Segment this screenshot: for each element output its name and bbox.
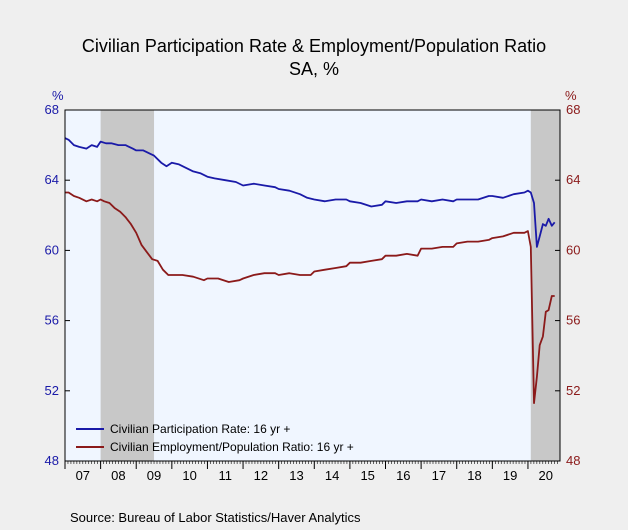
chart-subtitle: SA, % (289, 59, 339, 79)
left-tick-label: 68 (45, 102, 59, 117)
left-tick-label: 48 (45, 453, 59, 468)
legend: Civilian Participation Rate: 16 yr + Civ… (76, 422, 354, 454)
x-year-label: 12 (254, 468, 268, 483)
plot-frame (64, 109, 561, 462)
right-tick-label: 60 (566, 242, 580, 257)
x-year-label: 10 (182, 468, 196, 483)
x-year-label: 13 (289, 468, 303, 483)
left-tick-label: 52 (45, 383, 59, 398)
right-tick-label: 68 (566, 102, 580, 117)
x-year-label: 08 (111, 468, 125, 483)
left-tick-label: 64 (45, 172, 59, 187)
right-axis-unit: % (565, 88, 577, 103)
left-axis-unit: % (52, 88, 64, 103)
source-note: Source: Bureau of Labor Statistics/Haver… (70, 510, 361, 525)
series-lines (64, 137, 556, 405)
series-line-1 (65, 191, 555, 405)
right-tick-label: 56 (566, 313, 580, 328)
x-year-label: 18 (467, 468, 481, 483)
x-year-label: 09 (147, 468, 161, 483)
x-year-label: 15 (360, 468, 374, 483)
recession-bands (100, 110, 560, 461)
x-year-label: 17 (432, 468, 446, 483)
recession-band-1 (530, 110, 560, 461)
x-year-label: 19 (503, 468, 517, 483)
x-year-label: 20 (539, 468, 553, 483)
legend-label-participation: Civilian Participation Rate: 16 yr + (110, 422, 290, 436)
chart-title: Civilian Participation Rate & Employment… (82, 36, 546, 56)
x-year-label: 11 (219, 468, 233, 483)
x-year-label: 16 (396, 468, 410, 483)
legend-label-employment: Civilian Employment/Population Ratio: 16… (110, 440, 354, 454)
x-year-label: 14 (325, 468, 339, 483)
right-tick-label: 52 (566, 383, 580, 398)
right-tick-label: 48 (566, 453, 580, 468)
left-tick-label: 56 (45, 313, 59, 328)
right-tick-label: 64 (566, 172, 580, 187)
x-year-label: 07 (76, 468, 90, 483)
left-tick-label: 60 (45, 242, 59, 257)
recession-band-0 (100, 110, 155, 461)
series-line-0 (64, 137, 556, 248)
axes: 48 52 56 60 64 68 48 52 56 60 64 68 07 08 09 10 11 12 13 14… (45, 102, 581, 483)
